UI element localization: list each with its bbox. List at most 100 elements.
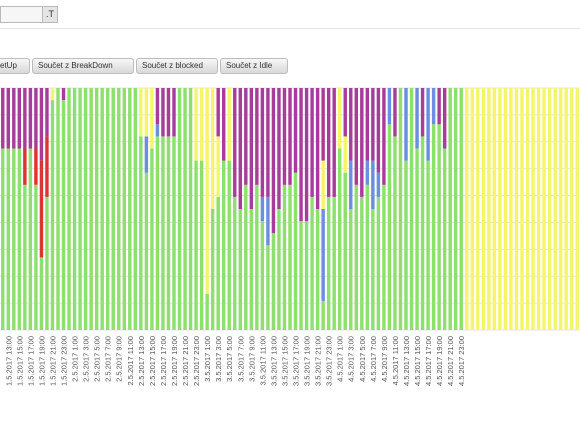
bar-segment-base <box>349 209 353 330</box>
bar-segment-base <box>310 196 314 330</box>
x-tick-label: 4.5.2017 23:00 <box>457 336 466 386</box>
bar-segment-setup <box>442 88 447 149</box>
bar-segment-setup <box>282 88 287 185</box>
bar-segment-breakdown <box>23 148 27 185</box>
bar-segment-setup <box>376 88 381 173</box>
bar-segment-idle <box>481 88 486 330</box>
bar-segment-setup <box>255 88 259 185</box>
bar-segment-base <box>271 233 276 330</box>
bar-segment-base <box>304 221 309 330</box>
bar-segment-base <box>299 221 303 330</box>
bar-segment-base <box>437 124 441 330</box>
bar-segment-base <box>249 209 254 330</box>
bar-segment-base <box>100 88 104 330</box>
field-button-setup[interactable]: etUp <box>0 58 30 74</box>
bar-segment-setup <box>222 88 226 161</box>
x-tick-label: 4.5.2017 7:00 <box>369 336 378 382</box>
bar-segment-idle <box>553 88 557 330</box>
bar-segment-setup <box>260 88 265 197</box>
bar-segment-base <box>106 88 110 330</box>
bar-segment-base <box>326 196 331 330</box>
bar-segment-setup <box>216 88 220 137</box>
bar-segment-blocked <box>404 88 408 161</box>
bar-segment-base <box>315 209 320 330</box>
bar-segment-idle <box>150 88 154 149</box>
bar-segment-base <box>177 88 182 330</box>
field-button-idle[interactable]: Součet z Idle <box>220 58 288 74</box>
x-tick-label: 2.5.2017 19:00 <box>170 336 179 386</box>
bar-segment-base <box>128 88 132 330</box>
bar-segment-base <box>133 88 138 330</box>
bar-segment-blocked <box>371 160 375 209</box>
x-tick-label: 3.5.2017 23:00 <box>325 336 334 386</box>
x-tick-label: 4.5.2017 17:00 <box>424 336 433 386</box>
bar-segment-base <box>150 148 154 330</box>
x-tick-label: 3.5.2017 19:00 <box>303 336 312 386</box>
bar-segment-base <box>426 160 430 330</box>
bar-segment-base <box>387 124 392 330</box>
bar-segment-base <box>420 136 425 330</box>
bar-segment-base <box>321 300 325 330</box>
x-tick-label: 4.5.2017 13:00 <box>402 336 411 386</box>
bar-segment-setup <box>12 88 16 149</box>
bar-segment-base <box>244 184 248 330</box>
bar-segment-base <box>56 88 60 330</box>
bar-segment-idle <box>570 88 574 330</box>
bar-segment-blocked <box>321 209 325 301</box>
x-tick-label: 2.5.2017 15:00 <box>148 336 157 386</box>
bar-segment-base <box>172 136 176 330</box>
x-tick-label: 3.5.2017 13:00 <box>269 336 278 386</box>
bar-segment-blocked <box>376 172 381 197</box>
bar-segment-blocked <box>426 88 430 161</box>
x-tick-label: 1.5.2017 15:00 <box>15 336 24 386</box>
x-tick-label: 2.5.2017 3:00 <box>82 336 91 382</box>
bar-segment-setup <box>304 88 309 222</box>
bar-segment-base <box>94 88 99 330</box>
x-tick-label: 4.5.2017 15:00 <box>413 336 422 386</box>
field-button-breakdown[interactable]: Součet z BreakDown <box>32 58 134 74</box>
bar-segment-setup <box>371 88 375 161</box>
bar-segment-blocked <box>349 160 353 209</box>
bar-segment-base <box>205 293 209 330</box>
x-tick-label: 3.5.2017 3:00 <box>214 336 223 382</box>
bar-segment-base <box>277 209 281 330</box>
bar-segment-base <box>293 172 298 330</box>
bar-segment-idle <box>520 88 524 330</box>
bar-segment-base <box>233 196 237 330</box>
bar-segment-blocked <box>260 196 265 222</box>
x-tick-label: 4.5.2017 5:00 <box>358 336 367 382</box>
bar-segment-base <box>50 100 55 330</box>
field-button-blocked[interactable]: Součet z blocked <box>136 58 218 74</box>
x-tick-label: 3.5.2017 7:00 <box>236 336 245 382</box>
x-tick-label: 3.5.2017 9:00 <box>247 336 256 382</box>
bar-segment-base <box>398 88 403 330</box>
bar-segment-idle <box>465 88 469 330</box>
bar-segment-setup <box>326 88 331 197</box>
bar-segment-setup <box>293 88 298 173</box>
bar-segment-setup <box>354 88 358 185</box>
bar-segment-base <box>382 184 386 330</box>
filter-dropdown-icon[interactable]: .T <box>42 7 57 22</box>
x-tick-label: 3.5.2017 5:00 <box>225 336 234 382</box>
bar-segment-base <box>166 136 171 330</box>
x-tick-label: 2.5.2017 9:00 <box>115 336 124 382</box>
x-tick-label: 1.5.2017 23:00 <box>60 336 69 386</box>
filter-field[interactable]: .T <box>0 6 58 23</box>
bar-segment-base <box>67 88 71 330</box>
bar-segment-idle <box>558 88 563 330</box>
bar-segment-base <box>448 88 452 330</box>
bar-segment-setup <box>17 88 22 149</box>
bar-segment-setup <box>321 88 325 161</box>
bar-segment-setup <box>161 88 165 137</box>
bar-segment-blocked <box>415 88 419 149</box>
bar-segment-idle <box>205 88 209 294</box>
bar-segment-idle <box>199 88 204 161</box>
bar-segment-setup <box>45 88 49 137</box>
bar-segment-base <box>89 88 93 330</box>
bar-segment-idle <box>575 88 579 330</box>
bar-segment-base <box>111 88 115 330</box>
bar-segment-idle <box>470 88 474 330</box>
bar-segment-base <box>188 88 193 330</box>
bar-segment-setup <box>365 88 370 161</box>
bar-segment-blocked <box>365 160 370 185</box>
